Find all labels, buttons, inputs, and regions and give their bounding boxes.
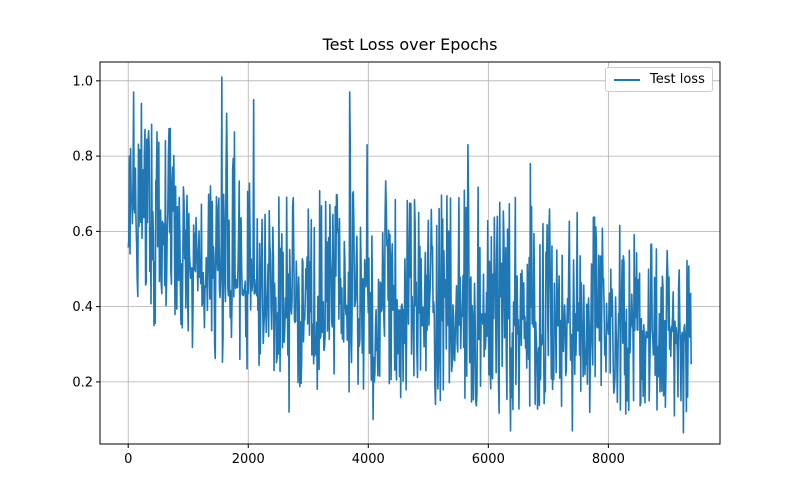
y-tick-label: 0.8 bbox=[72, 150, 93, 165]
series-line-test-loss bbox=[127, 76, 692, 434]
y-tick-label: 0.4 bbox=[72, 300, 93, 315]
chart-title: Test Loss over Epochs bbox=[322, 35, 498, 54]
x-tick-label: 6000 bbox=[472, 452, 505, 467]
y-tick-label: 0.2 bbox=[72, 375, 93, 390]
x-tick-label: 0 bbox=[124, 452, 132, 467]
x-tick-label: 2000 bbox=[232, 452, 265, 467]
x-tick-label: 4000 bbox=[352, 452, 385, 467]
y-tick-label: 1.0 bbox=[72, 74, 93, 89]
legend: Test loss bbox=[605, 67, 713, 92]
axes: 0 2000 4000 6000 8000 0.2 0.4 0.6 0.8 1.0 bbox=[72, 74, 625, 467]
legend-label-test-loss: Test loss bbox=[650, 72, 705, 87]
legend-swatch-test-loss bbox=[614, 79, 640, 81]
x-tick-label: 8000 bbox=[592, 452, 625, 467]
series-layer bbox=[127, 76, 692, 434]
y-tick-label: 0.6 bbox=[72, 225, 93, 240]
plot-frame bbox=[99, 61, 721, 445]
